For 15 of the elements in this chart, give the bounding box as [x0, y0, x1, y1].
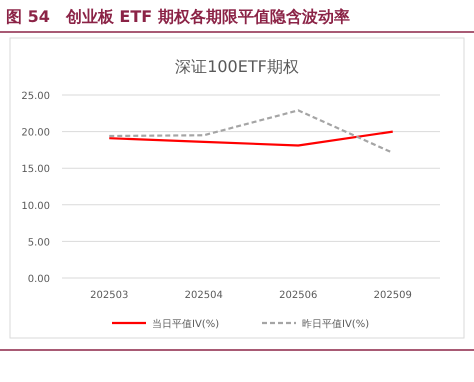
x-tick-label: 202506 [279, 290, 318, 301]
legend-label: 当日平值IV(%) [152, 318, 220, 330]
line-series [108, 130, 394, 147]
x-tick-label: 202509 [374, 290, 412, 301]
y-tick-label: 10.00 [21, 200, 50, 212]
y-tick-label: 25.00 [21, 91, 50, 102]
y-tick-label: 20.00 [21, 128, 50, 139]
y-tick-label: 15.00 [21, 164, 50, 176]
x-tick-label: 202503 [90, 290, 128, 301]
y-tick-label: 5.00 [28, 237, 50, 248]
chart-subtitle: 深证100ETF期权 [175, 57, 299, 76]
x-tick-label: 202504 [184, 290, 223, 301]
legend-label: 昨日平值IV(%) [302, 318, 370, 330]
y-tick-label: 0.00 [28, 274, 50, 285]
chart-title: 图 54 创业板 ETF 期权各期限平值隐含波动率 [6, 7, 350, 26]
